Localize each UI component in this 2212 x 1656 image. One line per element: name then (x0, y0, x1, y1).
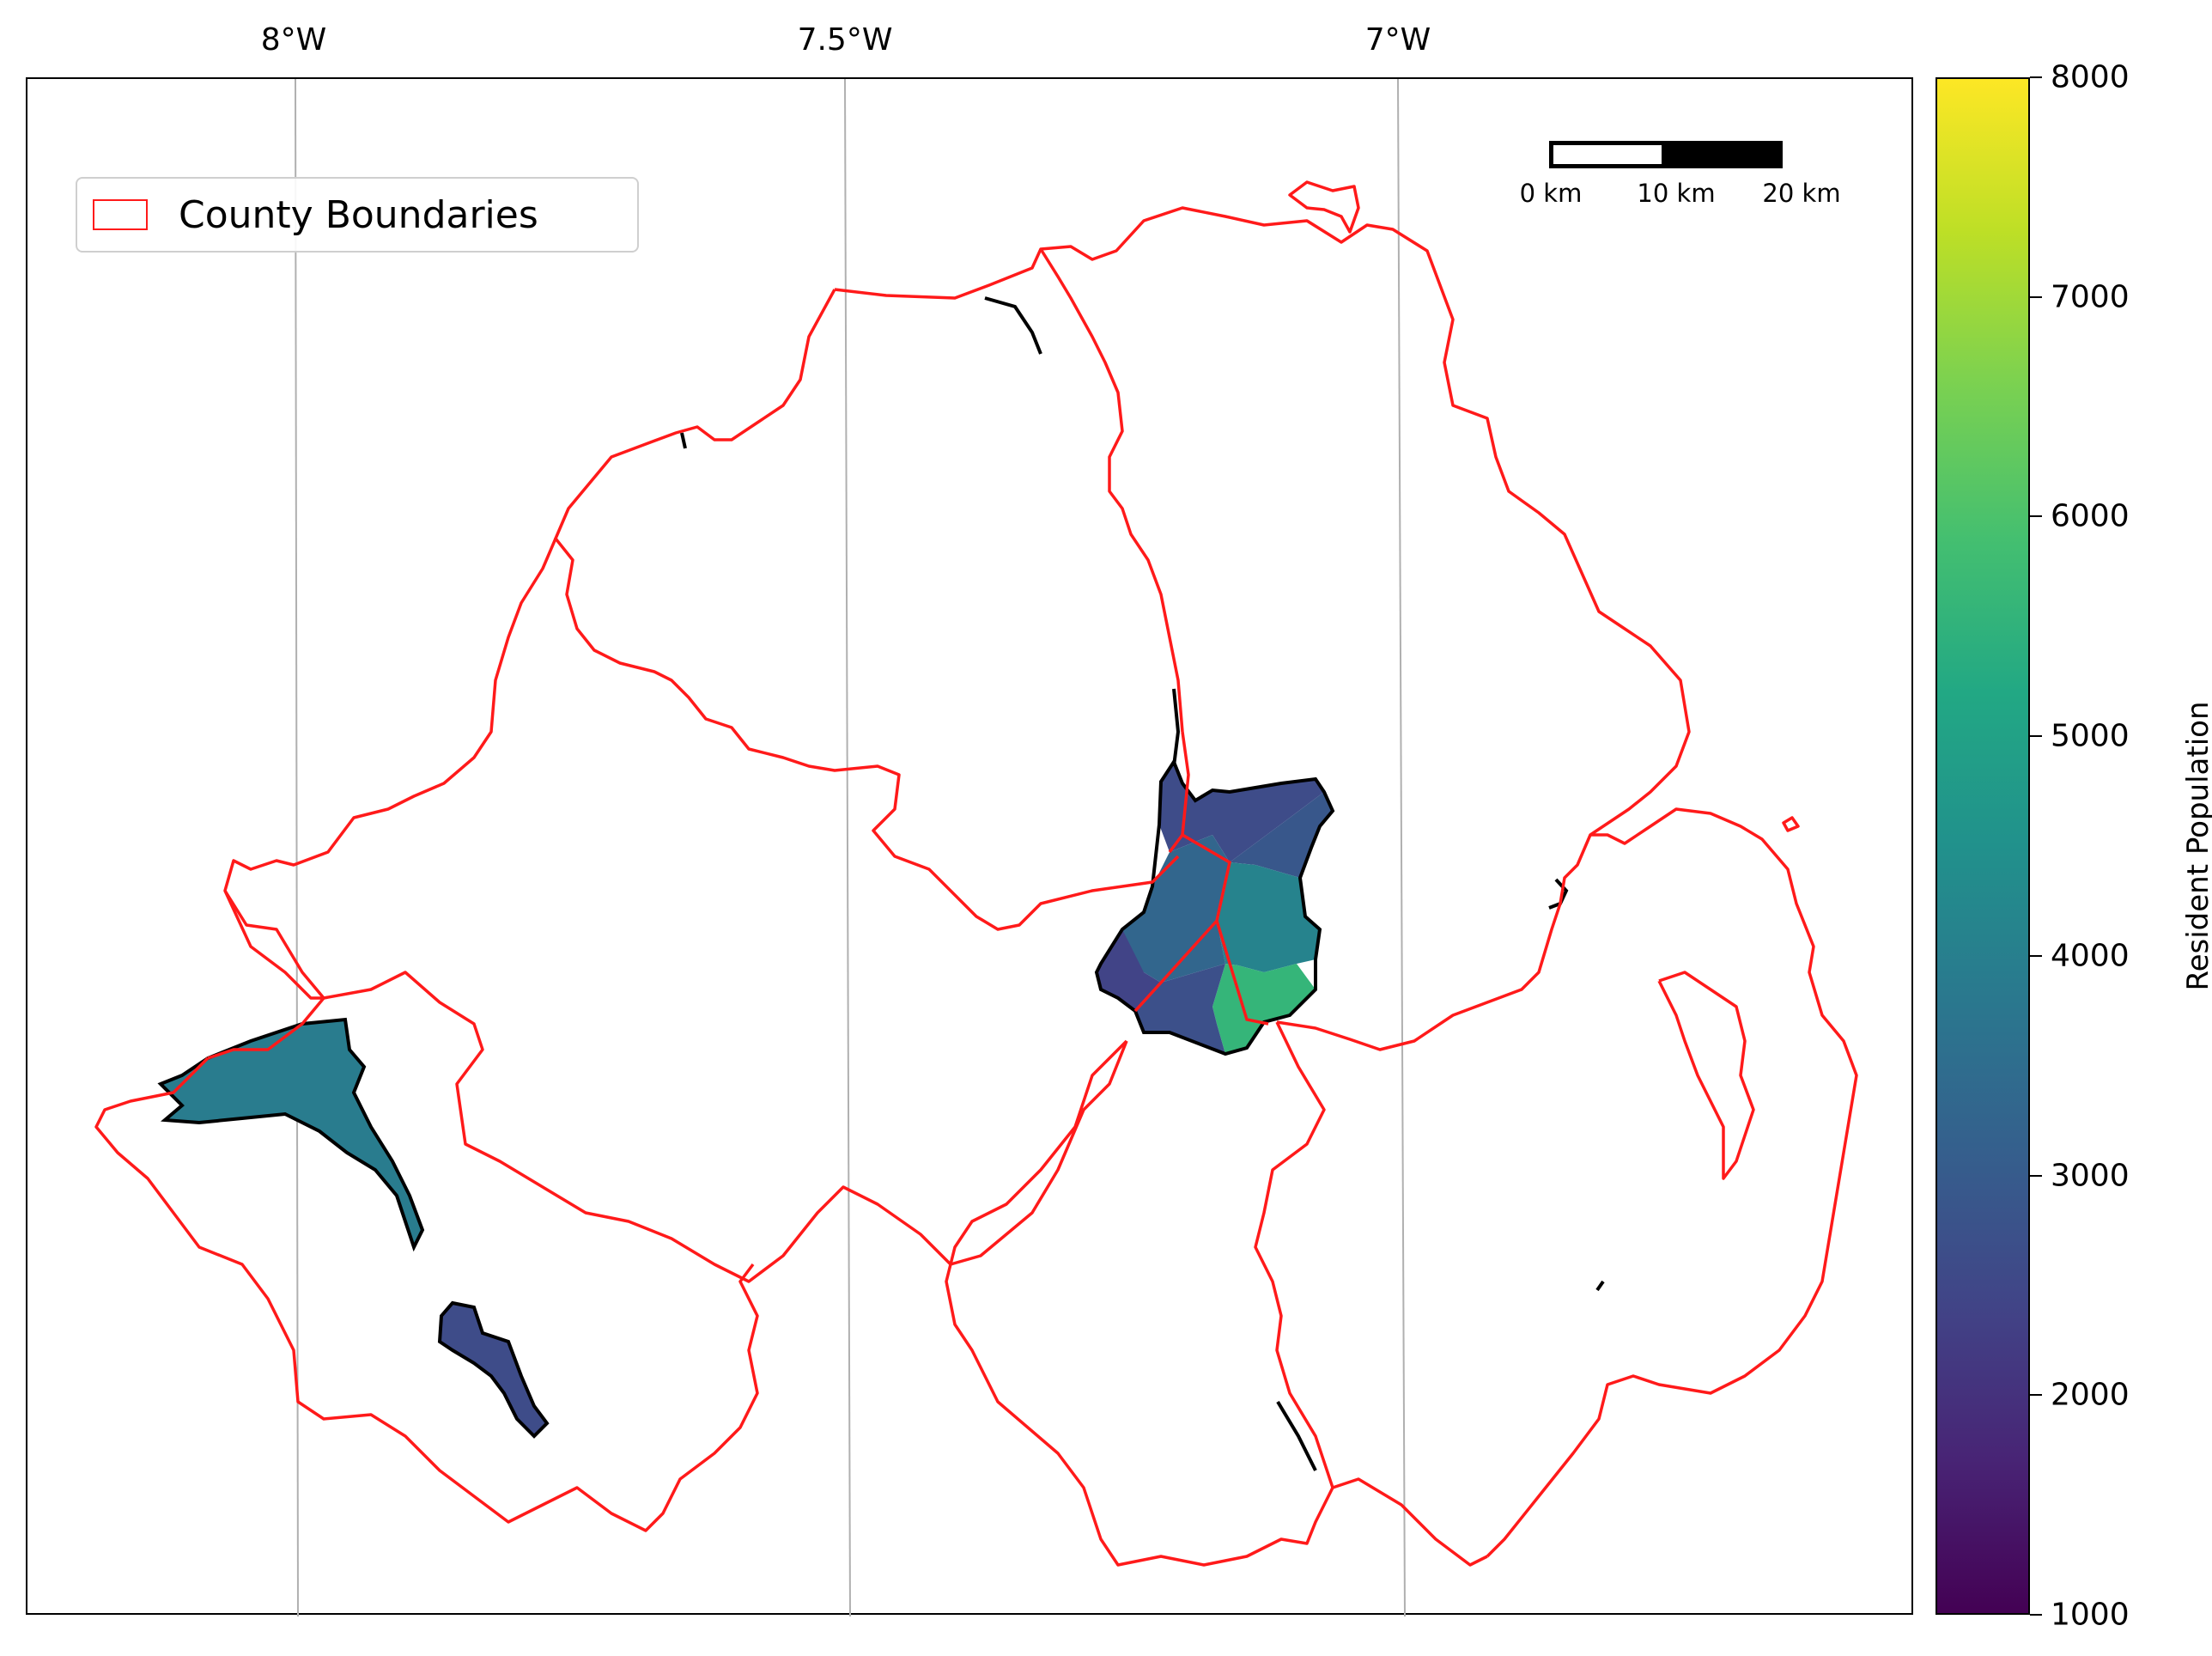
colorbar-tick (2030, 1614, 2042, 1616)
scale-label-0km: 0 km (1519, 179, 1583, 208)
region-lower-lakes (440, 1303, 547, 1436)
region-fermanagh-lakes (161, 1020, 422, 1247)
colorbar-tick-label: 3000 (2051, 1158, 2130, 1194)
colorbar-tick (2030, 295, 2042, 298)
scale-label-20km: 20 km (1762, 179, 1841, 208)
map-legend: County Boundaries (76, 177, 639, 253)
legend-label: County Boundaries (179, 192, 538, 237)
colorbar-title: Resident Population (2181, 701, 2212, 991)
scale-bar (1549, 141, 1783, 172)
longitude-label-7w: 7°W (1364, 22, 1431, 58)
colorbar-tick-label: 7000 (2051, 279, 2130, 315)
scale-bar-white-segment (1549, 141, 1666, 168)
legend-swatch-county-boundaries (93, 199, 148, 230)
lough-neagh (157, 731, 1335, 1439)
colorbar-tick-label: 6000 (2051, 498, 2130, 534)
colorbar-tick-label: 5000 (2051, 718, 2130, 754)
gridline-7w (1397, 79, 1406, 1616)
colorbar-tick (2030, 76, 2042, 78)
upper-lough-erne-outline (157, 1017, 425, 1252)
county-boundaries (94, 180, 1858, 1567)
colorbar-tick-label: 8000 (2051, 59, 2130, 95)
scale-bar-black-segment (1664, 141, 1783, 168)
region-southeast (1212, 964, 1316, 1054)
colorbar-tick (2030, 1394, 2042, 1397)
longitude-label-7-5w: 7.5°W (797, 22, 893, 58)
lower-lough-erne-outline (437, 1300, 550, 1439)
region-west (1122, 835, 1230, 983)
colorbar-tick (2030, 1174, 2042, 1177)
longitude-label-8w: 8°W (260, 22, 327, 58)
gridline-8w (295, 79, 299, 1616)
county-boundary-inner (1133, 731, 1269, 1026)
map-panel[interactable]: County Boundaries (26, 77, 1913, 1616)
colorbar-tick (2030, 954, 2042, 957)
colorbar-tick (2030, 515, 2042, 518)
colorbar-tick (2030, 735, 2042, 738)
gridline-7-5w (844, 79, 851, 1616)
lough-neagh-outline (1094, 758, 1335, 1056)
colorbar-tick-label: 4000 (2051, 938, 2130, 974)
colorbar-tick-label: 2000 (2051, 1377, 2130, 1413)
region-east (1217, 862, 1320, 972)
colorbar-tick-label: 1000 (2051, 1597, 2130, 1633)
rivers (680, 296, 1605, 1471)
region-southwest (1097, 929, 1161, 1011)
region-north (1159, 762, 1324, 862)
scale-label-10km: 10 km (1637, 179, 1716, 208)
colorbar (1936, 77, 2030, 1615)
map-canvas (94, 79, 1858, 1616)
